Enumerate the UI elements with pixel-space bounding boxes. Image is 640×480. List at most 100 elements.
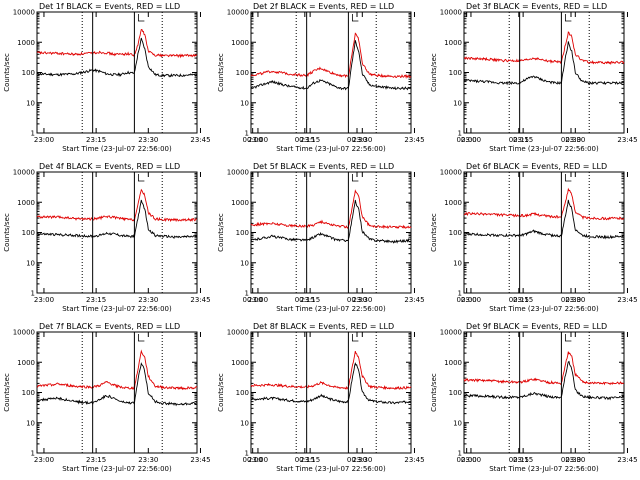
y-tick-label: 100 [449, 389, 462, 397]
y-tick-label: 1 [31, 130, 35, 138]
flag-mark [351, 14, 359, 22]
flag-mark [564, 334, 572, 342]
y-axis-label: Counts/sec [217, 213, 225, 252]
x-axis-label: Start Time (23-Jul-07 22:56:00) [489, 465, 599, 473]
plot-frame [463, 171, 625, 294]
y-tick-label: 1000 [17, 199, 35, 207]
y-tick-label: 1000 [444, 359, 462, 367]
x-tick-label: 23:30 [565, 136, 585, 144]
x-tick-label: 23:15 [86, 136, 106, 144]
x-tick-label: 23:15 [300, 456, 320, 464]
events-series-line [463, 360, 625, 401]
y-tick-label: 10 [453, 99, 462, 107]
panel-det-6: Det 6f BLACK = Events, RED = LLD 1 10 100 10… [430, 162, 638, 313]
x-tick-label: 00:15 [295, 456, 315, 464]
events-series-line [251, 199, 412, 244]
plot-frame [36, 11, 198, 134]
y-tick-label: 10000 [440, 329, 462, 337]
x-tick-label: 00:00 [243, 296, 263, 304]
panel-title: Det 5f BLACK = Events, RED = LLD [253, 162, 394, 171]
y-tick-label: 1000 [231, 199, 249, 207]
x-tick-label: 23:30 [138, 136, 158, 144]
x-axis-label: Start Time (23-Jul-07 22:56:00) [276, 305, 386, 313]
y-tick-label: 1 [31, 290, 35, 298]
lld-series-line [36, 188, 197, 223]
y-tick-label: 100 [236, 229, 249, 237]
y-axis-label: Counts/sec [3, 213, 11, 252]
panel-det-5: Det 5f BLACK = Events, RED = LLD11010010… [217, 162, 581, 313]
x-tick-label: 00:30 [561, 136, 581, 144]
y-axis-label: Counts/sec [430, 373, 438, 412]
panel-det-3: Det 3f BLACK = Events, RED = LLD 1 10 100 10… [430, 2, 638, 153]
x-tick-label: 23:30 [352, 136, 372, 144]
x-tick-label: 23:15 [513, 456, 533, 464]
y-tick-label: 10000 [227, 329, 249, 337]
x-tick-label: 00:30 [347, 456, 367, 464]
y-tick-label: 1000 [444, 39, 462, 47]
x-tick-label: 23:15 [513, 296, 533, 304]
lld-series-line [463, 187, 625, 221]
y-tick-label: 100 [449, 229, 462, 237]
x-tick-label: 23:45 [190, 136, 210, 144]
x-tick-label: 00:00 [457, 296, 477, 304]
x-tick-label: 23:00 [461, 456, 481, 464]
x-tick-label: 23:45 [617, 296, 637, 304]
x-axis-label: Start Time (23-Jul-07 22:56:00) [489, 305, 599, 313]
y-tick-label: 10 [240, 419, 249, 427]
y-axis-label: Counts/sec [3, 373, 11, 412]
y-tick-label: 1000 [444, 199, 462, 207]
y-tick-label: 10 [240, 99, 249, 107]
panel-title: Det 8f BLACK = Events, RED = LLD [253, 322, 394, 331]
panel-title: Det 9f BLACK = Events, RED = LLD [466, 322, 607, 331]
y-tick-label: 10 [453, 419, 462, 427]
x-tick-label: 23:00 [34, 456, 54, 464]
panel-det-8: Det 8f BLACK = Events, RED = LLD11010010… [217, 322, 581, 473]
y-tick-label: 100 [236, 389, 249, 397]
x-axis-label: Start Time (23-Jul-07 22:56:00) [276, 465, 386, 473]
x-tick-label: 00:30 [347, 136, 367, 144]
panel-title: Det 3f BLACK = Events, RED = LLD [466, 2, 607, 11]
plot-frame [250, 171, 412, 294]
x-tick-label: 23:45 [617, 136, 637, 144]
events-series-line [251, 362, 412, 405]
y-axis-label: Counts/sec [430, 213, 438, 252]
x-tick-label: 23:45 [404, 296, 424, 304]
x-axis-label: Start Time (23-Jul-07 22:56:00) [62, 305, 172, 313]
y-tick-label: 100 [22, 69, 35, 77]
x-tick-label: 23:00 [461, 136, 481, 144]
y-tick-label: 10 [26, 419, 35, 427]
y-tick-label: 1000 [17, 39, 35, 47]
x-tick-label: 23:15 [86, 296, 106, 304]
y-tick-label: 1000 [231, 359, 249, 367]
panel-det-9: Det 9f BLACK = Events, RED = LLD 1 10 100 10… [430, 322, 638, 473]
y-tick-label: 10000 [440, 169, 462, 177]
flag-mark [351, 334, 359, 342]
x-tick-label: 00:15 [295, 136, 315, 144]
lld-series-line [250, 32, 412, 79]
y-tick-label: 1 [245, 130, 249, 138]
lld-series-line [463, 31, 625, 66]
x-tick-label: 23:00 [248, 136, 268, 144]
x-tick-label: 23:45 [404, 136, 424, 144]
x-tick-label: 23:45 [617, 456, 637, 464]
events-series-line [36, 199, 198, 239]
flag-mark [351, 174, 359, 182]
x-tick-label: 23:00 [248, 296, 268, 304]
y-tick-label: 10000 [227, 169, 249, 177]
plot-frame [463, 11, 625, 134]
y-tick-label: 1000 [231, 39, 249, 47]
y-tick-label: 10000 [13, 329, 35, 337]
panel-title: Det 6f BLACK = Events, RED = LLD [466, 162, 607, 171]
x-tick-label: 23:45 [404, 456, 424, 464]
y-tick-label: 10000 [13, 169, 35, 177]
x-tick-label: 23:30 [565, 296, 585, 304]
events-series-line [36, 362, 198, 407]
events-series-line [463, 41, 625, 86]
events-series-line [36, 37, 198, 78]
y-tick-label: 1 [245, 290, 249, 298]
y-tick-label: 10000 [227, 9, 249, 17]
x-axis-label: Start Time (23-Jul-07 22:56:00) [62, 145, 172, 153]
lld-series-line [463, 351, 624, 386]
y-axis-label: Counts/sec [217, 373, 225, 412]
x-axis-label: Start Time (23-Jul-07 22:56:00) [276, 145, 386, 153]
